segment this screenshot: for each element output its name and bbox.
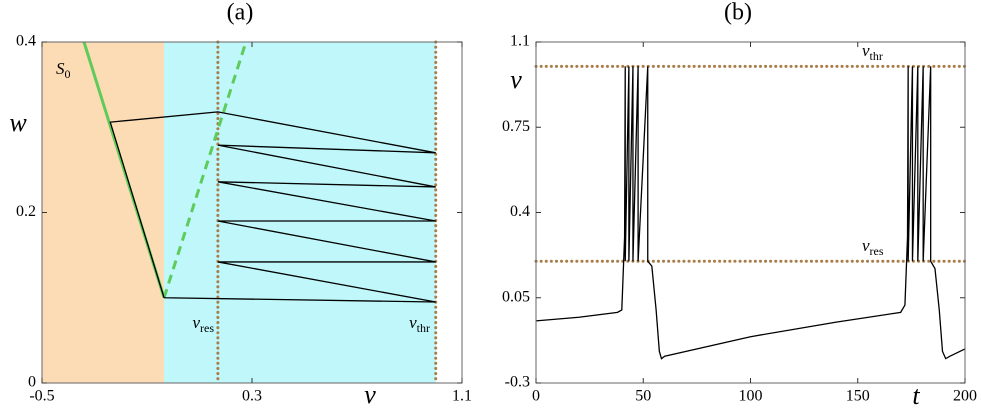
series-line <box>109 111 436 303</box>
annotation-main: v <box>862 236 870 255</box>
y-tick-label: 0.4 <box>16 33 36 50</box>
annotation: vthr <box>409 313 430 335</box>
x-tick-label: 100 <box>739 388 763 405</box>
annotation-sub: 0 <box>65 67 71 81</box>
annotation-main: v <box>862 41 870 60</box>
axes-frame <box>535 41 966 384</box>
x-tick-label: 200 <box>953 388 977 405</box>
x-tick-label: 150 <box>846 388 870 405</box>
y-tick-label: 0.75 <box>502 118 530 135</box>
annotation: vres <box>192 313 214 335</box>
y-tick-label: 0.05 <box>502 288 530 305</box>
annotation-sub: thr <box>417 321 430 335</box>
annotation-main: v <box>409 313 417 332</box>
y-axis-label: w <box>9 108 27 137</box>
annotation: vthr <box>862 41 883 63</box>
y-tick-label: 0.2 <box>16 203 36 220</box>
chart-title: (a) <box>227 0 254 26</box>
annotation: vres <box>862 236 884 258</box>
annotation-main: v <box>192 313 200 332</box>
y-axis-label: v <box>510 65 522 94</box>
x-tick-label: 1.1 <box>452 388 472 405</box>
x-axis-label: v <box>364 380 376 408</box>
x-tick-label: -0.5 <box>29 388 54 405</box>
series-line <box>535 66 966 360</box>
y-tick-label: 0.4 <box>510 203 530 220</box>
annotation-sub: thr <box>870 49 883 63</box>
annotation-sub: res <box>870 244 884 258</box>
annotation: S0 <box>56 59 71 81</box>
x-tick-label: 0 <box>532 388 540 405</box>
y-tick-label: 0 <box>28 374 36 391</box>
x-tick-label: 0.3 <box>242 388 262 405</box>
region <box>42 42 165 383</box>
annotation-main: S <box>56 59 65 78</box>
annotation-sub: res <box>200 321 214 335</box>
y-tick-label: -0.3 <box>505 374 530 391</box>
x-tick-label: 50 <box>635 388 651 405</box>
x-axis-label: t <box>912 381 920 408</box>
y-tick-label: 1.1 <box>510 33 530 50</box>
chart-title: (b) <box>724 0 752 26</box>
